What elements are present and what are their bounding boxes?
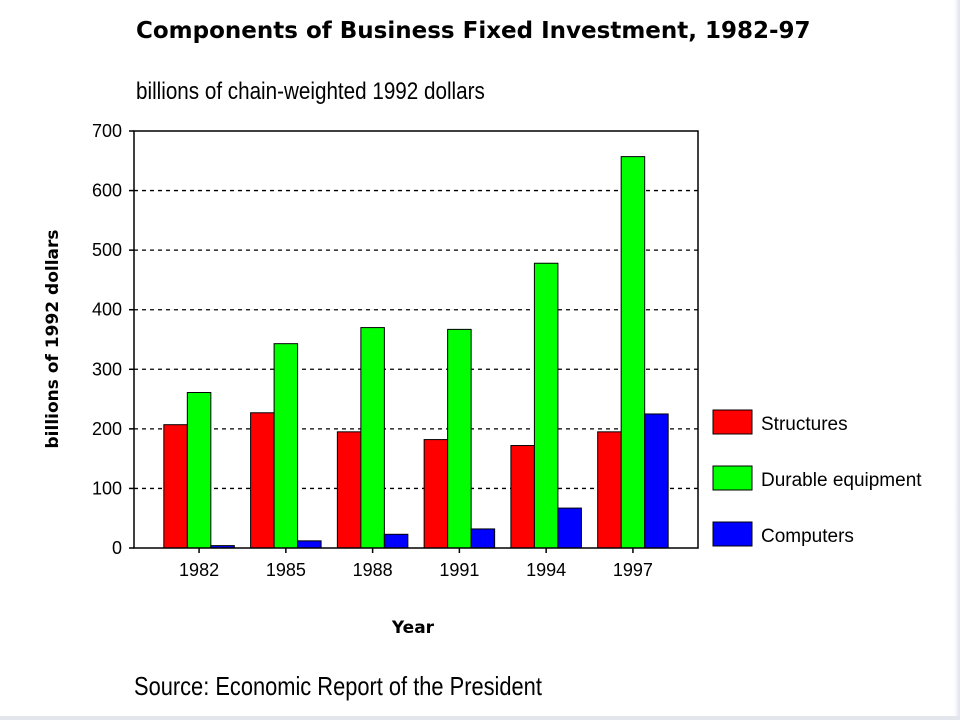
bar-computers-1985	[297, 540, 322, 549]
bar-durable-equipment-1988	[360, 327, 385, 549]
bar-structures-1997	[597, 431, 622, 549]
y-tick-label: 600	[92, 181, 122, 201]
legend-label: Structures	[761, 414, 848, 435]
legend-swatch	[712, 409, 753, 435]
y-tick-label: 700	[92, 121, 122, 141]
y-tick-label: 0	[112, 538, 122, 558]
x-tick-label: 1991	[439, 560, 479, 580]
y-axis-ticks: 0 100 200 300 400 500 600 700	[92, 121, 134, 558]
bar-structures-1991	[423, 439, 449, 549]
legend-label: Durable equipment	[761, 470, 922, 491]
y-tick-label: 300	[92, 359, 122, 379]
bar-durable-equipment-1985	[273, 343, 299, 549]
slide-edge-right	[954, 0, 960, 720]
x-tick-label: 1997	[613, 560, 653, 580]
legend: Structures Durable equipment Computers	[712, 409, 922, 547]
bar-durable-equipment-1997	[620, 156, 646, 549]
legend-label: Computers	[761, 526, 854, 547]
bar-computers-1988	[383, 533, 409, 549]
bar-structures-1994	[510, 445, 535, 549]
y-tick-label: 100	[92, 478, 122, 498]
bars	[163, 156, 669, 549]
bar-computers-1994	[557, 507, 582, 549]
slide-edge-bottom	[0, 716, 960, 720]
bar-structures-1982	[163, 424, 188, 549]
bar-structures-1988	[336, 431, 362, 549]
y-tick-label: 500	[92, 240, 122, 260]
x-tick-label: 1988	[353, 560, 393, 580]
grid-lines	[134, 189, 698, 490]
chart-subtitle: billions of chain-weighted 1992 dollars	[136, 78, 485, 105]
x-axis-ticks: 1982 1985 1988 1991 1994 1997	[179, 548, 653, 580]
bar-structures-1985	[250, 412, 275, 549]
y-axis-title: billions of 1992 dollars	[43, 230, 63, 449]
y-tick-label: 200	[92, 419, 122, 439]
chart-title: Components of Business Fixed Investment,…	[136, 18, 811, 44]
x-tick-label: 1994	[526, 560, 566, 580]
plot-frame	[133, 130, 699, 549]
legend-swatch	[712, 465, 753, 491]
bar-computers-1997	[644, 413, 669, 549]
x-tick-label: 1982	[179, 560, 219, 580]
bar-durable-equipment-1994	[533, 262, 559, 549]
y-tick-label: 400	[92, 300, 122, 320]
bar-durable-equipment-1991	[447, 328, 472, 549]
bar-durable-equipment-1982	[186, 392, 212, 549]
x-tick-label: 1985	[266, 560, 306, 580]
x-axis-title: Year	[391, 618, 435, 638]
legend-swatch	[712, 521, 753, 547]
bar-computers-1991	[470, 528, 496, 549]
source-note: Source: Economic Report of the President	[134, 671, 542, 701]
